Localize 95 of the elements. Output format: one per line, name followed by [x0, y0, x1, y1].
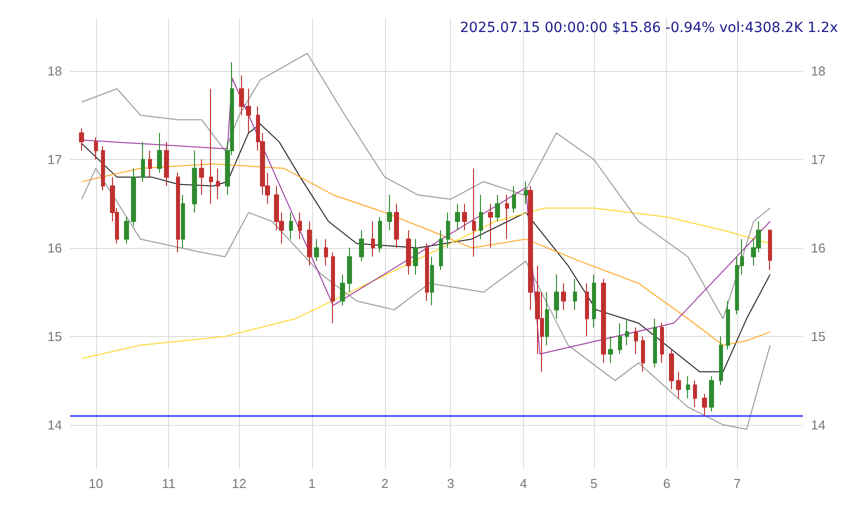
candlestick: [131, 168, 136, 226]
candlestick: [554, 274, 559, 320]
y-tick-label: 16: [48, 240, 62, 256]
line-series: [81, 124, 771, 372]
candlestick: [331, 252, 335, 324]
candlestick: [709, 376, 714, 412]
candlestick: [314, 238, 319, 262]
candlestick: [608, 336, 613, 364]
x-tick-label: 11: [162, 476, 176, 491]
candlestick: [495, 194, 500, 222]
candlestick: [585, 282, 589, 337]
candlestick: [726, 300, 730, 350]
candlestick: [653, 318, 657, 368]
line-series: [81, 163, 771, 346]
candlestick: [625, 318, 629, 346]
x-tick-label: 4: [520, 476, 528, 491]
candlestick: [430, 256, 434, 306]
candlestick: [479, 194, 483, 240]
candlestick: [561, 282, 566, 310]
candlestick: [199, 158, 204, 196]
x-tick-label: 6: [663, 476, 670, 491]
candlestick: [528, 186, 533, 310]
candlestick: [298, 212, 302, 240]
candlestick: [101, 146, 105, 191]
candlestick: [472, 168, 476, 258]
candlestick: [176, 172, 180, 253]
candlestick: [660, 322, 664, 364]
y2-tick-label: 18: [811, 64, 826, 79]
candlestick: [359, 230, 364, 262]
candlestick: [768, 230, 772, 271]
candlestick: [209, 88, 213, 204]
candlestick: [669, 349, 674, 390]
candlestick: [239, 74, 244, 116]
y2-tick-label: 15: [811, 328, 826, 344]
candlestick: [141, 141, 145, 182]
line-series: [81, 52, 771, 320]
candlestick: [181, 194, 185, 248]
y2-tick-label: 17: [811, 152, 826, 167]
candlestick: [192, 150, 197, 214]
x-tick-label: 12: [232, 476, 246, 491]
candlestick: [79, 128, 84, 152]
candlestick: [524, 181, 528, 204]
candlestick: [289, 212, 293, 240]
candlestick: [505, 194, 509, 240]
candlestick: [164, 141, 169, 187]
candlestick: [693, 380, 697, 408]
candlestick: [686, 376, 690, 399]
candlestick: [406, 230, 411, 275]
x-tick-label: 10: [88, 476, 104, 491]
candlestick: [455, 203, 460, 231]
candlestick: [702, 393, 707, 416]
candlestick: [446, 212, 450, 248]
candlestick: [439, 230, 443, 271]
candlestick: [425, 243, 429, 302]
x-tick-label: 1: [308, 476, 316, 491]
candlestick: [634, 327, 638, 355]
candlestick: [378, 216, 382, 253]
candlestick: [601, 278, 606, 364]
candlestick: [676, 371, 681, 399]
candlestick: [719, 336, 723, 386]
y2-tick-label: 16: [811, 240, 826, 256]
candlestick: [246, 88, 251, 134]
candlestick: [216, 168, 220, 200]
y-tick-label: 18: [48, 64, 62, 79]
x-tick-label: 5: [590, 476, 598, 491]
candlestick: [347, 247, 352, 293]
candlestick: [618, 322, 622, 355]
y-tick-label: 17: [48, 152, 62, 167]
candlestick: [413, 238, 418, 275]
candlestick: [488, 203, 493, 248]
candlestick: [148, 150, 152, 178]
candlestick: [394, 203, 399, 248]
x-tick-label: 3: [446, 476, 454, 491]
candlestick: [371, 220, 375, 258]
line-series: [81, 168, 771, 430]
y2-tick-label: 14: [811, 417, 826, 432]
y-tick-label: 15: [48, 328, 62, 344]
candlestick: [340, 274, 345, 306]
candlestick: [641, 336, 645, 372]
candlestick: [545, 292, 549, 346]
candlestick: [307, 220, 312, 266]
candlestick: [324, 238, 328, 266]
candlestick: [157, 132, 162, 174]
line-series: [81, 208, 771, 359]
y-tick-label: 14: [48, 417, 62, 432]
candlestick: [592, 274, 596, 328]
x-tick-label: 2: [381, 476, 388, 491]
candlestick: [573, 278, 577, 310]
candlestick: [512, 186, 516, 214]
chart-title: 2025.07.15 00:00:00 $15.86 -0.94% vol:4308.2K 1.2x: [460, 20, 838, 36]
candlestick: [94, 136, 98, 160]
candlestick: [462, 203, 467, 231]
x-tick-label: 7: [734, 476, 741, 491]
candlestick: [387, 194, 392, 231]
candlestick: [124, 216, 129, 244]
